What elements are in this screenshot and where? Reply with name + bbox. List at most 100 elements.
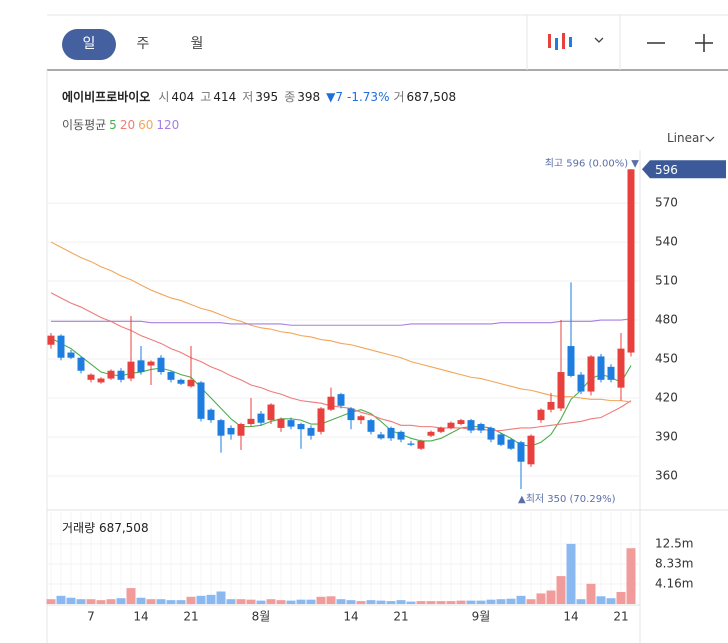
volume-bar: [56, 595, 66, 604]
x-tick-label: 21: [613, 610, 628, 624]
chart-type-button[interactable]: [548, 33, 604, 50]
candle-body: [467, 420, 475, 431]
volume-bar: [306, 599, 316, 604]
candle-body: [577, 374, 585, 392]
volume-bar: [466, 600, 476, 604]
high-annotation: 최고 596 (0.00%) ▼: [545, 157, 640, 169]
volume-bar: [576, 599, 586, 604]
volume-bar: [586, 583, 596, 604]
volume-bar: [606, 598, 616, 604]
volume-bar: [506, 598, 516, 604]
tab-week[interactable]: 주: [136, 36, 150, 52]
icon: [562, 33, 565, 49]
candle-body: [257, 413, 265, 423]
candle-body: [247, 418, 255, 425]
ma-line: [50, 241, 632, 403]
volume-bar: [486, 599, 496, 604]
volume-bar: [426, 601, 436, 604]
stock-name: 에이비프로바이오: [62, 90, 151, 104]
volume-title: 거래량 687,508: [62, 519, 149, 536]
ma-legend-item: 60: [138, 118, 154, 132]
icon: [548, 34, 551, 48]
volume-bar: [376, 600, 386, 604]
candle-body: [187, 379, 195, 387]
field-value: 395: [255, 90, 279, 104]
volume-bar: [406, 601, 416, 604]
candle-body: [427, 431, 435, 436]
candle-body: [317, 408, 325, 432]
volume-bar: [356, 601, 366, 604]
candle-body: [477, 424, 485, 431]
candle-body: [107, 370, 115, 379]
candle-body: [487, 427, 495, 440]
candle-body: [367, 420, 375, 432]
candle-body: [327, 396, 335, 410]
candle-body: [537, 409, 545, 421]
volume-bar: [436, 601, 446, 604]
candle-body: [117, 370, 125, 380]
x-tick-label: 21: [183, 610, 198, 624]
ma-line: [51, 318, 632, 326]
volume-bar: [206, 594, 216, 604]
volume-bar: [456, 600, 466, 604]
volume-bar: [166, 600, 176, 604]
volume-bar: [86, 599, 96, 604]
volume-bar: [546, 590, 556, 604]
volume-bar: [146, 599, 156, 604]
volume-bar: [596, 596, 606, 604]
volume-bar: [246, 599, 256, 604]
volume-title-label: 거래량: [62, 521, 96, 535]
volume-bar: [276, 600, 286, 604]
tab-month[interactable]: 월: [190, 36, 204, 52]
x-tick-label: 8월: [252, 610, 271, 624]
volume-bar: [266, 599, 276, 604]
candle-body: [207, 409, 215, 421]
quote-fields: 시 404 고 414 저 395 종 398: [158, 90, 326, 104]
volume-bar: [216, 591, 226, 604]
quote-info: 에이비프로바이오 시 404 고 414 저 395 종 398 ▼7 -1.73% 거 687,508: [62, 88, 462, 105]
candle-body: [387, 427, 395, 439]
y-tick-label: 570: [655, 196, 678, 210]
field-label: 고: [200, 90, 212, 104]
volume-bar: [316, 596, 326, 604]
candle-body: [397, 431, 405, 440]
candle-body: [87, 374, 95, 380]
candle-body: [447, 422, 455, 428]
x-tick-label: 14: [343, 610, 358, 624]
candle-body: [567, 346, 575, 376]
volume-bar: [536, 593, 546, 604]
candle-body: [177, 379, 185, 384]
candle-body: [597, 356, 605, 380]
candle-body: [217, 420, 225, 436]
y-tick-label: 12.5m: [655, 536, 693, 550]
field-label: 시: [158, 90, 170, 104]
volume-title-value: 687,508: [98, 521, 149, 535]
tab-day[interactable]: 일: [62, 29, 116, 60]
volume-bar: [386, 601, 396, 604]
candle-body: [197, 382, 205, 419]
price-tag-label: 596: [655, 163, 678, 177]
candle-body: [47, 335, 55, 345]
zoom-in[interactable]: [695, 34, 713, 52]
candle-body: [157, 357, 165, 373]
scale-mode[interactable]: Linear: [667, 131, 705, 145]
volume-bar: [176, 600, 186, 604]
candle-body: [617, 348, 625, 388]
chevron: [705, 136, 715, 142]
chevron: [594, 37, 604, 43]
candle-body: [167, 372, 175, 380]
candle-body: [607, 366, 615, 380]
field-value: 398: [297, 90, 321, 104]
volume-bar: [296, 599, 306, 604]
x-tick-label: 7: [87, 610, 95, 624]
ma-legend: 이동평균 5 20 60 120: [62, 116, 182, 133]
volume-bar: [196, 595, 206, 604]
candle-body: [277, 418, 285, 428]
candle-body: [517, 442, 525, 462]
field-value: 404: [171, 90, 195, 104]
ma-legend-title: 이동평균: [62, 118, 107, 132]
candle-body: [417, 440, 425, 449]
candle-body: [67, 352, 75, 358]
volume-bar: [446, 601, 456, 604]
y-tick-label: 360: [655, 469, 678, 483]
